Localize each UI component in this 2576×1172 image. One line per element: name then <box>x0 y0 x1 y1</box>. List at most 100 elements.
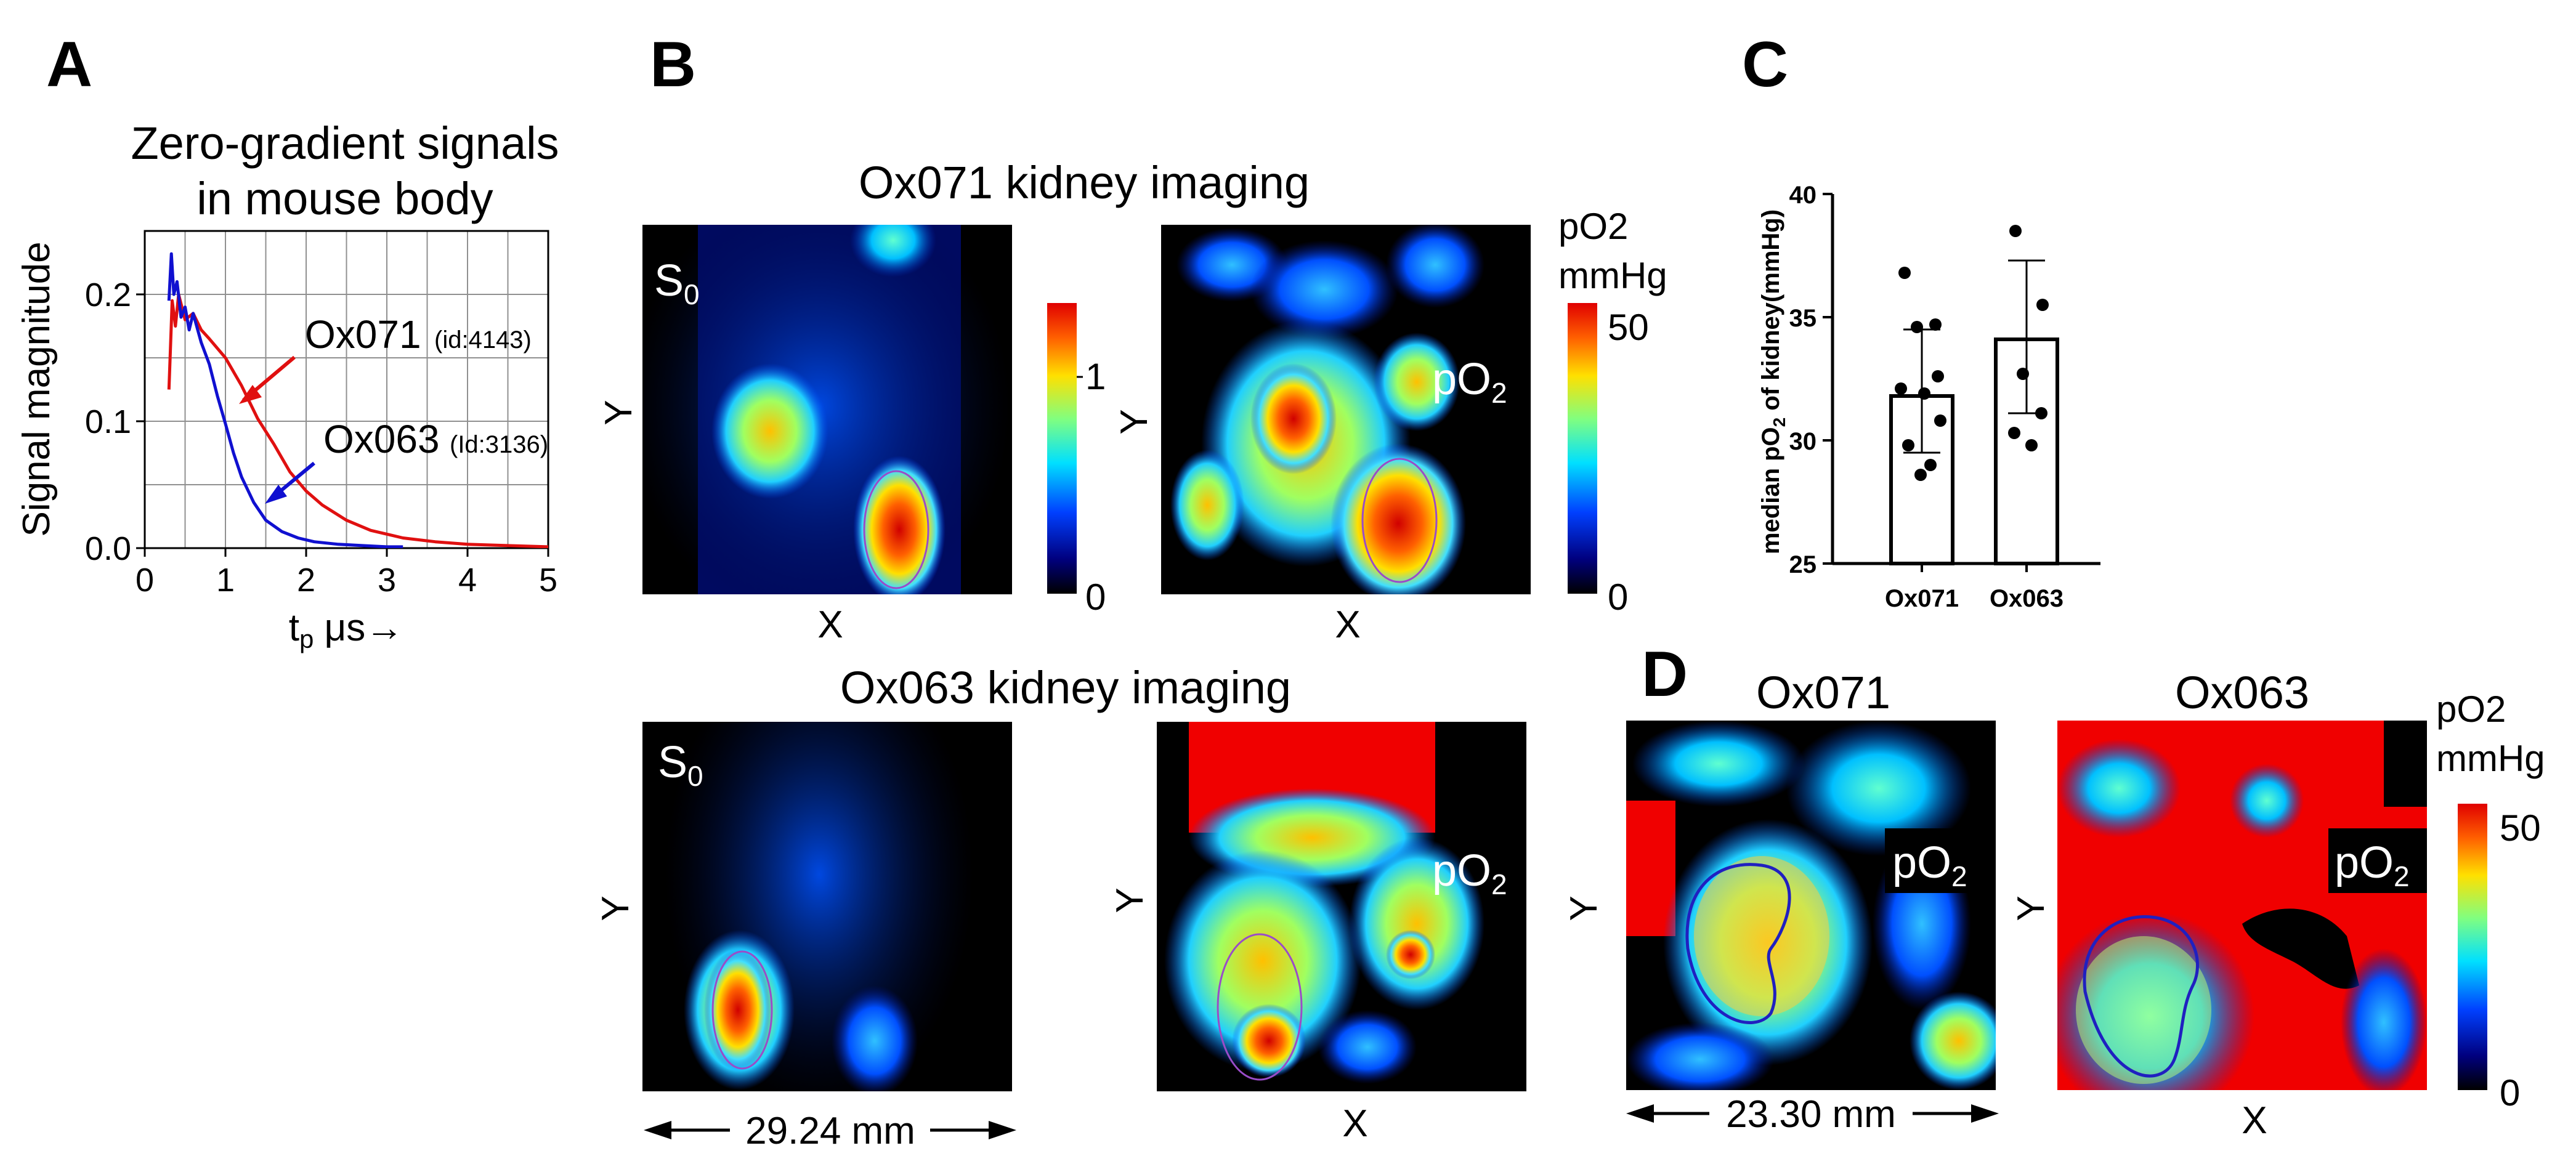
colorbar-po2-tick-0: 0 <box>1608 576 1628 618</box>
map-ox071-po2 <box>1161 225 1531 594</box>
signal-line-chart: Zero-gradient signals in mouse body 0 1 2 3… <box>15 118 559 653</box>
chart-a-xtick-label: 5 <box>539 562 557 599</box>
colorbar-s0 <box>1047 303 1077 594</box>
chart-a-ytick-label: 0.1 <box>85 403 131 440</box>
x-axis-label: X <box>1335 604 1360 646</box>
po2-label-d-ox071: pO2 <box>1892 838 1967 892</box>
roi-outline <box>863 470 930 589</box>
ox071-imaging-title: Ox071 kidney imaging <box>859 157 1310 208</box>
data-point-ox063 <box>2036 299 2049 311</box>
roi-outline <box>1361 458 1438 583</box>
chart-c-axes: 25 30 35 40 <box>1789 182 2100 578</box>
map-d-ox063-po2 <box>2057 721 2427 1090</box>
data-point-ox071 <box>1924 459 1937 471</box>
y-axis-label: Y <box>594 895 637 921</box>
chart-a-gridlines <box>144 230 549 549</box>
x-axis-label: X <box>2242 1099 2267 1142</box>
data-point-ox063 <box>2035 407 2047 419</box>
x-axis-label: X <box>817 604 843 646</box>
chart-c-ytick-label: 30 <box>1789 428 1817 455</box>
panel-letter-a: A <box>46 29 92 100</box>
chart-c-ytick-label: 25 <box>1789 551 1817 578</box>
annotation-ox071-arrowhead <box>239 385 262 404</box>
chart-a-xtick-label: 2 <box>297 562 315 599</box>
annotation-ox071: Ox071 (id:4143) <box>239 312 532 404</box>
colorbar-s0-tick-0: 0 <box>1085 576 1106 618</box>
annotation-ox071-id: (id:4143) <box>434 326 532 354</box>
chart-c-ylabel: median pO2 of kidney(mmHg) <box>1757 209 1789 554</box>
scale-bar-b: 29.24 mm <box>644 1109 1016 1152</box>
annotation-ox063-arrowhead <box>265 485 287 504</box>
map-ox063-s0 <box>642 722 1012 1091</box>
chart-a-xtick-label: 3 <box>378 562 396 599</box>
data-point-ox063 <box>2009 225 2022 237</box>
data-point-ox071 <box>1914 469 1927 481</box>
po2-label-d-ox063: pO2 <box>2335 838 2410 892</box>
data-point-ox063 <box>2008 427 2020 439</box>
colorbar-d <box>2458 804 2487 1090</box>
colorbar-d-tick-0: 0 <box>2500 1072 2520 1113</box>
data-point-ox071 <box>1932 370 1944 382</box>
y-axis-label: Y <box>1563 895 1605 921</box>
y-axis-label: Y <box>2010 895 2052 921</box>
chart-a-ytick-label: 0.2 <box>85 277 131 313</box>
chart-c-ytick-label: 40 <box>1789 182 1817 209</box>
scale-bar-b-label: 29.24 mm <box>745 1110 915 1152</box>
chart-c-ytick-label: 35 <box>1789 305 1817 332</box>
data-point-ox071 <box>1934 414 1946 427</box>
chart-a-ylabel: Signal magnitude <box>15 241 58 536</box>
y-axis-label: Y <box>1109 887 1151 913</box>
series-line-ox071 <box>167 293 548 548</box>
chart-a-xtick-label: 4 <box>458 562 477 599</box>
colorbar-d-tick-50: 50 <box>2500 807 2541 849</box>
data-point-ox063 <box>2025 439 2038 451</box>
chart-a-frame <box>144 230 549 549</box>
annotation-ox063-label: Ox063 <box>323 417 440 461</box>
scale-bar-d: 23.30 mm <box>1626 1093 1999 1136</box>
map-ox071-s0 <box>642 225 1012 594</box>
po2-label-ox071: pO2 <box>1432 355 1507 409</box>
data-point-ox071 <box>1911 321 1923 333</box>
data-point-ox063 <box>2017 368 2029 380</box>
colorbar-d-title-line1: pO2 <box>2436 689 2506 730</box>
chart-a-series <box>167 252 548 548</box>
map-ox063-po2 <box>1157 722 1526 1091</box>
panel-letter-d: D <box>1642 639 1688 710</box>
chart-c-points <box>1895 225 2049 481</box>
annotation-ox063-id: (Id:3136) <box>450 431 548 458</box>
chart-a-xtick-label: 0 <box>136 562 154 599</box>
ox063-imaging-title: Ox063 kidney imaging <box>840 662 1291 713</box>
d-ox063-title: Ox063 <box>2175 667 2309 718</box>
data-point-ox071 <box>1902 439 1914 451</box>
chart-a-title-line1: Zero-gradient signals <box>131 118 559 169</box>
colorbar-po2-tick-50: 50 <box>1608 307 1649 348</box>
colorbar-po2-title-line2: mmHg <box>1558 255 1667 296</box>
roi-outline <box>711 950 773 1070</box>
chart-a-xtick-label: 1 <box>216 562 235 599</box>
roi-outline <box>1685 863 1791 1024</box>
chart-a-ticks: 0 1 2 3 4 5 0.0 0.1 0.2 <box>85 277 557 599</box>
chart-c-xtick-label: Ox063 <box>1990 585 2064 612</box>
y-axis-label: Y <box>1113 409 1156 434</box>
po2-label-ox063: pO2 <box>1432 846 1507 900</box>
s0-label-ox063: S0 <box>658 738 703 792</box>
median-po2-bar-chart: 25 30 35 40 Ox071 Ox063 median pO2 of kidney… <box>1757 182 2100 612</box>
panel-letter-b: B <box>650 29 696 100</box>
x-axis-label: X <box>1342 1102 1367 1145</box>
annotation-ox063: Ox063 (Id:3136) <box>265 417 548 504</box>
data-point-ox071 <box>1895 382 1907 395</box>
colorbar-d-title-line2: mmHg <box>2436 738 2545 779</box>
map-d-ox071-po2 <box>1626 721 1996 1090</box>
colorbar-po2 <box>1568 303 1597 594</box>
chart-c-xtick-label: Ox071 <box>1885 585 1959 612</box>
colorbar-po2-title-line1: pO2 <box>1558 206 1628 247</box>
series-line-ox063 <box>167 252 403 548</box>
colorbar-s0-tick-1: 1 <box>1085 356 1106 397</box>
s0-label-ox071: S0 <box>654 256 700 310</box>
annotation-ox071-label: Ox071 <box>305 312 421 357</box>
data-point-ox071 <box>1898 267 1911 279</box>
data-point-ox071 <box>1929 318 1942 331</box>
roi-outline <box>2083 915 2199 1078</box>
chart-c-bars: Ox071 Ox063 <box>1885 259 2064 612</box>
